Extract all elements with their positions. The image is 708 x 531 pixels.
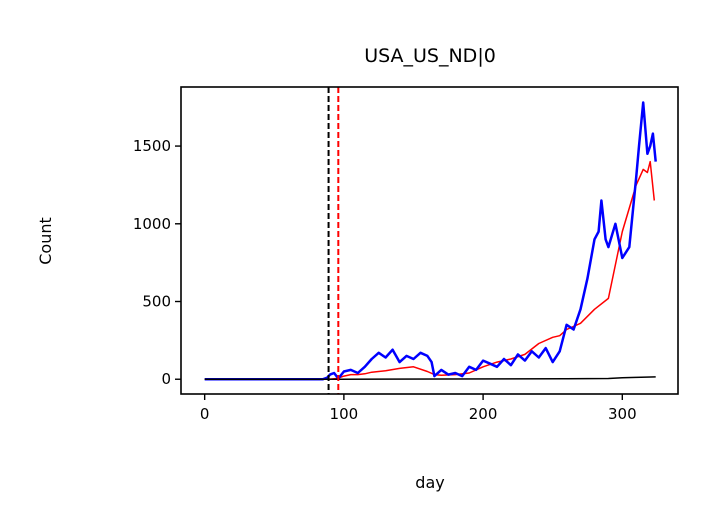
- plot-frame: [180, 86, 679, 395]
- y-tick-label: 1500: [133, 137, 171, 155]
- x-axis-title: day: [415, 473, 444, 492]
- x-tick-label: 100: [330, 405, 359, 423]
- y-axis: 0 500 1000 1500: [133, 137, 181, 388]
- y-tick-label: 500: [142, 293, 171, 311]
- x-tick-label: 200: [469, 405, 498, 423]
- y-tick-label: 0: [161, 370, 171, 388]
- plot-area: [204, 87, 657, 394]
- y-axis-title: Count: [36, 217, 55, 265]
- x-axis: 0 100 200 300: [200, 394, 637, 423]
- series-line-1: [204, 101, 657, 381]
- y-tick-label: 1000: [133, 215, 171, 233]
- x-tick-label: 300: [608, 405, 637, 423]
- x-tick-label: 0: [200, 405, 210, 423]
- series-line-0: [204, 160, 656, 380]
- chart-title: USA_US_ND|0: [364, 45, 496, 67]
